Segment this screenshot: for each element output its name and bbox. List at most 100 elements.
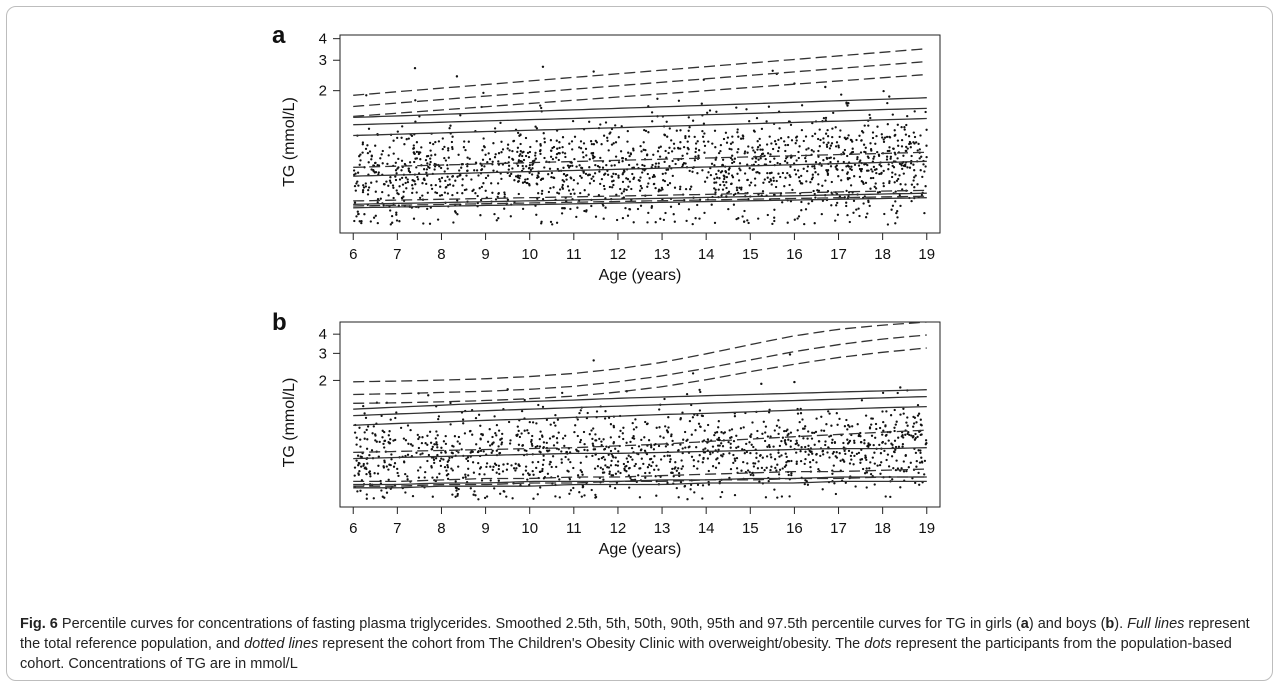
scatter-point: [701, 461, 704, 464]
scatter-point: [820, 429, 823, 432]
scatter-point: [645, 154, 649, 157]
scatter-point: [380, 414, 383, 418]
scatter-point: [723, 177, 726, 181]
scatter-point: [457, 435, 461, 439]
scatter-point: [526, 177, 529, 181]
scatter-point: [451, 175, 455, 178]
scatter-point: [796, 429, 799, 432]
scatter-point: [524, 154, 528, 158]
x-tick-label: 14: [698, 520, 715, 537]
scatter-point: [822, 429, 826, 432]
scatter-point: [902, 154, 905, 157]
scatter-point: [399, 426, 403, 430]
scatter-point: [655, 494, 658, 497]
scatter-point: [391, 184, 395, 187]
scatter-point: [893, 151, 896, 154]
scatter-point: [378, 440, 381, 444]
scatter-point: [770, 183, 773, 186]
scatter-point: [788, 353, 792, 356]
scatter-point: [717, 420, 720, 423]
scatter-point: [647, 182, 650, 185]
scatter-point: [419, 453, 422, 456]
scatter-point: [694, 142, 698, 145]
scatter-point: [445, 185, 448, 189]
scatter-point: [593, 467, 597, 470]
scatter-point: [920, 193, 924, 197]
scatter-point: [466, 165, 469, 168]
scatter-point: [760, 466, 764, 470]
scatter-point: [841, 168, 844, 172]
scatter-point: [594, 163, 597, 167]
caption-dotted-lines: dotted lines: [244, 636, 319, 652]
scatter-point: [687, 148, 690, 151]
scatter-point: [752, 474, 755, 477]
scatter-point: [755, 452, 758, 455]
scatter-point: [773, 140, 777, 143]
scatter-point: [888, 95, 891, 98]
scatter-point: [571, 119, 575, 123]
scatter-point: [482, 450, 485, 453]
scatter-point: [720, 490, 724, 494]
scatter-point: [543, 141, 546, 144]
scatter-point: [822, 137, 825, 140]
scatter-point: [885, 458, 888, 462]
scatter-point: [873, 483, 876, 486]
scatter-point: [847, 165, 851, 168]
scatter-point: [901, 445, 904, 448]
scatter-point: [867, 442, 870, 445]
scatter-point: [751, 421, 754, 424]
scatter-point: [523, 449, 526, 452]
scatter-point: [731, 135, 734, 138]
scatter-point: [662, 218, 666, 222]
scatter-point: [691, 119, 695, 122]
scatter-point: [835, 412, 838, 415]
scatter-point: [500, 151, 503, 154]
scatter-point: [805, 480, 808, 483]
scatter-point: [621, 432, 624, 435]
scatter-point: [828, 156, 831, 160]
x-tick-label: 17: [830, 246, 847, 263]
scatter-point: [802, 139, 805, 143]
scatter-point: [918, 461, 922, 464]
scatter-point: [425, 182, 428, 186]
scatter-point: [419, 466, 422, 469]
scatter-point: [811, 431, 814, 434]
scatter-point: [872, 443, 875, 447]
scatter-point: [903, 126, 906, 129]
scatter-point: [607, 466, 611, 469]
scatter-point: [646, 172, 649, 176]
scatter-point: [679, 141, 682, 144]
scatter-point: [646, 221, 649, 224]
scatter-point: [654, 165, 657, 168]
scatter-point: [573, 192, 576, 195]
scatter-point: [790, 139, 794, 142]
scatter-point: [870, 434, 874, 437]
scatter-point: [862, 131, 865, 134]
scatter-point: [568, 492, 571, 495]
scatter-point: [667, 416, 670, 419]
scatter-point: [690, 185, 693, 188]
scatter-point: [389, 223, 392, 226]
scatter-point: [451, 135, 454, 138]
scatter-point: [492, 169, 495, 172]
scatter-point: [835, 204, 838, 207]
scatter-point: [778, 455, 781, 458]
scatter-point: [754, 184, 757, 187]
scatter-point: [503, 490, 506, 493]
scatter-point: [783, 439, 787, 443]
scatter-point: [440, 193, 444, 197]
scatter-point: [647, 131, 650, 134]
scatter-point: [917, 142, 920, 146]
scatter-point: [882, 89, 885, 93]
scatter-point: [825, 143, 829, 146]
scatter-point: [387, 434, 390, 437]
scatter-point: [483, 165, 486, 168]
scatter-point: [368, 150, 372, 153]
scatter-point: [483, 496, 487, 500]
scatter-point: [549, 460, 552, 464]
scatter-point: [562, 172, 566, 176]
scatter-point: [394, 438, 397, 442]
scatter-point: [896, 391, 899, 395]
scatter-point: [545, 449, 549, 452]
scatter-point: [813, 167, 816, 170]
